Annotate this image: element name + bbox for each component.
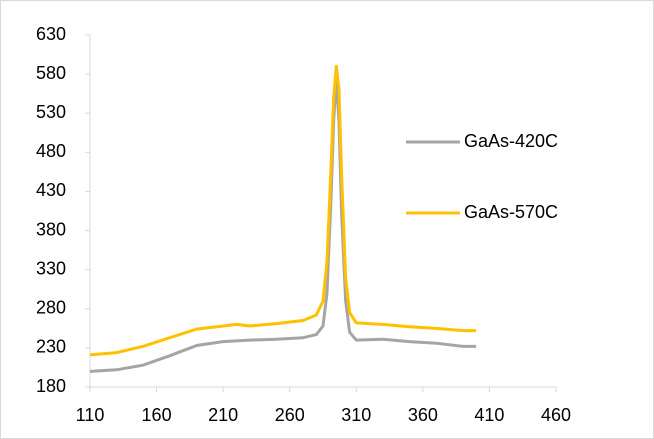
y-tick-label: 380: [36, 219, 66, 239]
x-tick-label: 210: [208, 405, 238, 425]
y-tick-label: 180: [36, 376, 66, 396]
x-tick-label: 110: [76, 405, 105, 425]
y-tick-label: 280: [36, 298, 66, 318]
y-tick-label: 230: [36, 337, 66, 357]
x-tick-label: 410: [474, 405, 504, 425]
line-series: [89, 64, 477, 357]
x-tick-label: 260: [275, 405, 305, 425]
y-tick-label: 430: [36, 180, 66, 200]
x-tick-label: 160: [142, 405, 172, 425]
y-tick-label: 480: [36, 141, 66, 161]
x-tick-label: 360: [408, 405, 438, 425]
y-tick-label: 330: [36, 258, 66, 278]
x-tick-label: 310: [341, 405, 371, 425]
y-tick-label: 630: [36, 24, 66, 44]
y-tick-label: 530: [36, 102, 66, 122]
x-tick-label: 460: [541, 405, 571, 425]
legend-label: GaAs-570C: [464, 202, 558, 222]
legend-label: GaAs-420C: [464, 131, 558, 151]
y-tick-label: 580: [36, 63, 66, 83]
